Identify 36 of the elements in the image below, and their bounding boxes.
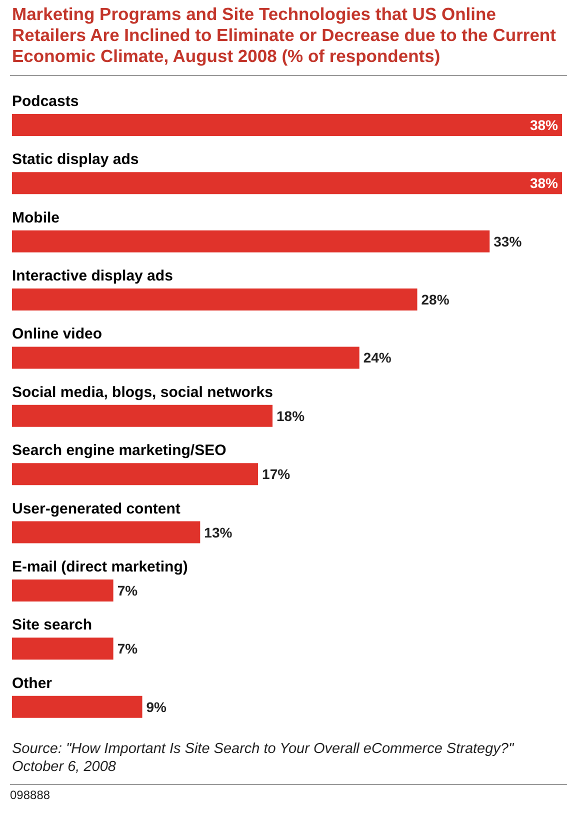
data-label: 7%: [117, 640, 138, 657]
bar: [12, 346, 360, 369]
source-note: Source: "How Important Is Site Search to Your Overall eCommerce Strategy?" October 6, 2008: [11, 740, 516, 776]
bar: [12, 172, 562, 194]
y-tick-label: Search engine marketing/SEO: [12, 442, 227, 460]
y-tick-label: User-generated content: [12, 500, 180, 518]
bar: [12, 288, 418, 311]
data-label: 38%: [530, 117, 559, 133]
bar: [12, 404, 273, 427]
y-tick-label: Mobile: [12, 209, 60, 226]
data-label: 9%: [146, 698, 168, 715]
y-tick-label: Podcasts: [12, 93, 79, 110]
text: 098888: [10, 784, 567, 802]
y-tick-label: Online video: [12, 326, 102, 343]
y-tick-label: Other: [12, 674, 52, 692]
bar: [12, 696, 142, 718]
data-label: 18%: [276, 408, 306, 424]
chart-title: Marketing Programs and Site Technologies that US Online Retailers Are Inclined to Eliminate or Decrease due to the Current Economic Climate, August 2008 (% of respondents): [11, 3, 557, 67]
data-label: 7%: [117, 582, 138, 598]
data-label: 17%: [262, 466, 291, 482]
bar: [12, 114, 562, 136]
y-tick-label: Site search: [12, 616, 92, 634]
bar: [12, 230, 490, 252]
y-tick-label: Interactive display ads: [12, 268, 173, 285]
data-label: 38%: [530, 175, 559, 192]
data-label: 28%: [421, 292, 450, 308]
y-tick-label: Static display ads: [12, 151, 139, 168]
bar: [12, 638, 114, 660]
bar: [12, 521, 200, 544]
data-label: 33%: [494, 233, 522, 250]
y-tick-label: E-mail (direct marketing): [12, 558, 188, 576]
bar: [12, 463, 258, 486]
y-tick-label: Social media, blogs, social networks: [12, 384, 273, 401]
bar: [12, 579, 114, 602]
data-label: 13%: [204, 524, 233, 540]
data-label: 24%: [363, 350, 392, 366]
